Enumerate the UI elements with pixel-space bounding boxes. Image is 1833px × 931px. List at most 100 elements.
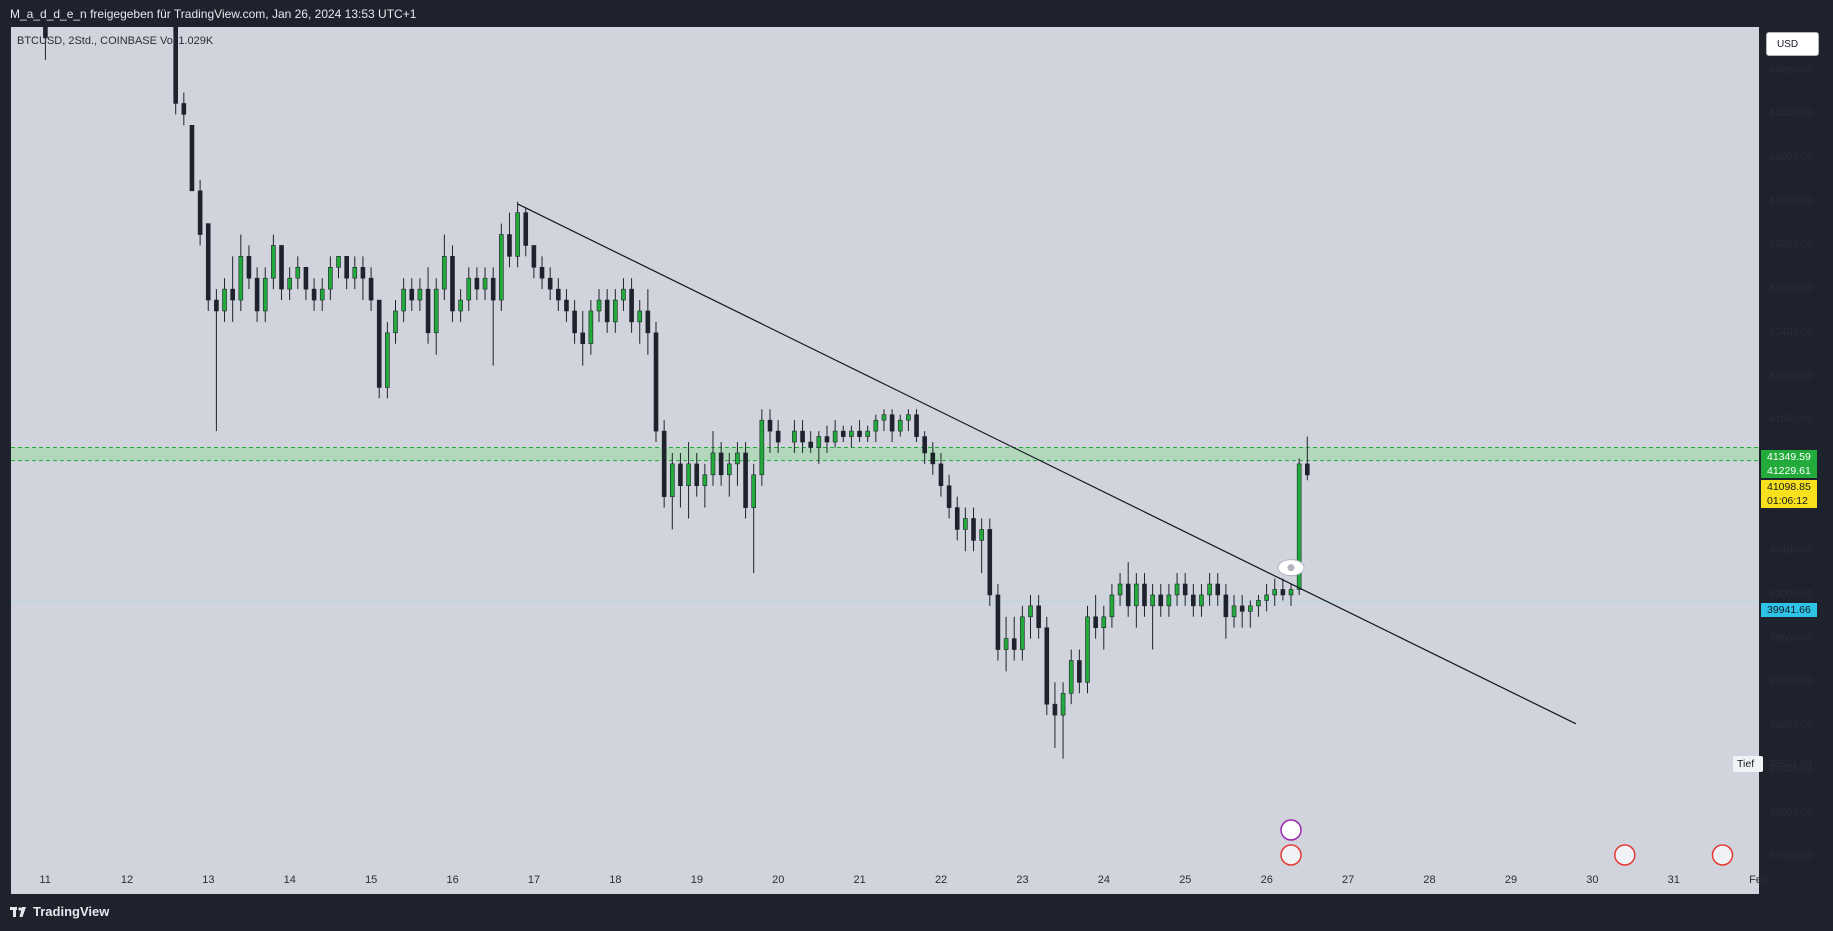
- price-tick-label: 39600.00: [1769, 631, 1813, 644]
- candle-body: [865, 430, 870, 437]
- candle-body: [889, 414, 895, 432]
- candle-body: [759, 419, 765, 476]
- candle-body: [694, 463, 700, 487]
- candle-body: [303, 266, 309, 290]
- brand-name: TradingView: [33, 904, 110, 919]
- candle-body: [1125, 583, 1131, 607]
- candle-body: [800, 430, 805, 443]
- candle-body: [979, 529, 984, 541]
- candle-body: [401, 288, 406, 312]
- candle-body: [214, 299, 219, 312]
- eye-pupil: [1287, 564, 1295, 572]
- candle-body: [1256, 600, 1261, 607]
- candle-body: [824, 436, 830, 443]
- candle-body: [279, 245, 284, 290]
- price-tick-label: 38400.00: [1769, 762, 1813, 775]
- price-tick-label: 38000.00: [1769, 806, 1813, 819]
- low-value: 38501.00: [1768, 758, 1812, 770]
- price-tick-label: 42000.00: [1769, 369, 1813, 382]
- candle-body: [669, 463, 675, 497]
- time-axis[interactable]: 11 12 13 14 15 16 17 18 19 20 21 22 23 24 25 26 27 28 29 30…: [11, 868, 1768, 894]
- candle-body: [246, 256, 252, 279]
- candle-body: [596, 299, 602, 312]
- tradingview-logo[interactable]: TradingView: [10, 904, 109, 919]
- candle-body: [458, 299, 463, 312]
- candle-body: [1215, 583, 1221, 596]
- candle-body: [922, 436, 927, 454]
- us-flag-event-icon: [1280, 844, 1302, 866]
- candle-body: [1052, 703, 1058, 716]
- time-tick-label: 15: [365, 874, 378, 886]
- candle-body: [686, 463, 691, 487]
- candle-body: [897, 419, 903, 432]
- candle-body: [767, 419, 773, 432]
- price-tick-label: 44000.00: [1769, 151, 1813, 164]
- candle-body: [832, 430, 838, 443]
- candle-body: [938, 463, 944, 487]
- candle-body: [352, 266, 358, 279]
- candle-body: [702, 474, 708, 487]
- time-tick-label: 19: [690, 874, 703, 886]
- candle-body: [336, 256, 341, 268]
- candle-body: [1207, 583, 1212, 596]
- currency-button[interactable]: USD: [1766, 32, 1819, 56]
- time-tick-label: 29: [1504, 874, 1518, 886]
- candle-body: [490, 277, 496, 301]
- candle-body: [808, 441, 813, 448]
- price-tick-label: 43600.00: [1769, 194, 1813, 207]
- footer-bar: TradingView: [0, 894, 1833, 931]
- candle-body: [930, 452, 936, 465]
- candle-body: [238, 256, 244, 301]
- candle-body: [1199, 594, 1204, 607]
- candle-body: [816, 436, 822, 448]
- candlestick-chart[interactable]: [11, 27, 1759, 868]
- candle-body: [344, 256, 349, 279]
- time-tick-label: 20: [772, 874, 785, 886]
- candle-body: [181, 103, 187, 115]
- candle-body: [254, 277, 260, 312]
- candle-body: [1020, 616, 1025, 650]
- candle-body: [718, 452, 724, 476]
- candle-body: [450, 256, 455, 312]
- time-tick-label: 17: [527, 874, 541, 886]
- candle-body: [1134, 583, 1139, 607]
- candle-body: [792, 430, 797, 443]
- price-tag-zone-top: 41349.59: [1761, 450, 1817, 464]
- candle-body: [43, 27, 48, 39]
- candle-body: [425, 288, 431, 334]
- candle-body: [1085, 616, 1090, 683]
- candle-body: [661, 430, 667, 497]
- time-tick-label: Feb: [1749, 874, 1769, 886]
- candle-body: [849, 430, 854, 437]
- candle-body: [588, 310, 594, 345]
- candle-body: [914, 414, 919, 437]
- candle-body: [775, 430, 781, 443]
- candle-body: [328, 266, 333, 290]
- candle-body: [564, 299, 569, 312]
- time-tick-label: 31: [1667, 874, 1680, 886]
- price-tick-label: 41600.00: [1769, 413, 1813, 426]
- price-tag-zone-bottom: 41229.61: [1761, 464, 1817, 478]
- candle-body: [653, 332, 659, 432]
- price-tick-label: 40400.00: [1769, 544, 1813, 557]
- price-axis[interactable]: 44800.00 44400.00 44000.00 43600.00 43200.00…: [1759, 27, 1823, 868]
- low-label: Tief: [1733, 756, 1763, 772]
- zone-fill: [11, 447, 1759, 461]
- price-tick-label: 44400.00: [1769, 107, 1813, 120]
- candle-body: [197, 190, 203, 235]
- time-tick-label: 22: [934, 874, 948, 886]
- candle-body: [1248, 605, 1253, 612]
- candle-body: [726, 463, 732, 476]
- candle-body: [442, 256, 447, 290]
- candle-body: [1158, 594, 1164, 607]
- candle-body: [1101, 616, 1107, 629]
- candle-body: [604, 299, 610, 323]
- symbol-legend[interactable]: BTCUSD, 2Std., COINBASE Vol 1.029K: [17, 35, 214, 47]
- candle-body: [1166, 594, 1172, 607]
- candle-body: [1182, 583, 1188, 596]
- candle-body: [946, 485, 952, 508]
- candle-body: [499, 234, 504, 301]
- candle-body: [1239, 605, 1245, 612]
- candle-body: [360, 266, 366, 279]
- candle-body: [474, 277, 480, 290]
